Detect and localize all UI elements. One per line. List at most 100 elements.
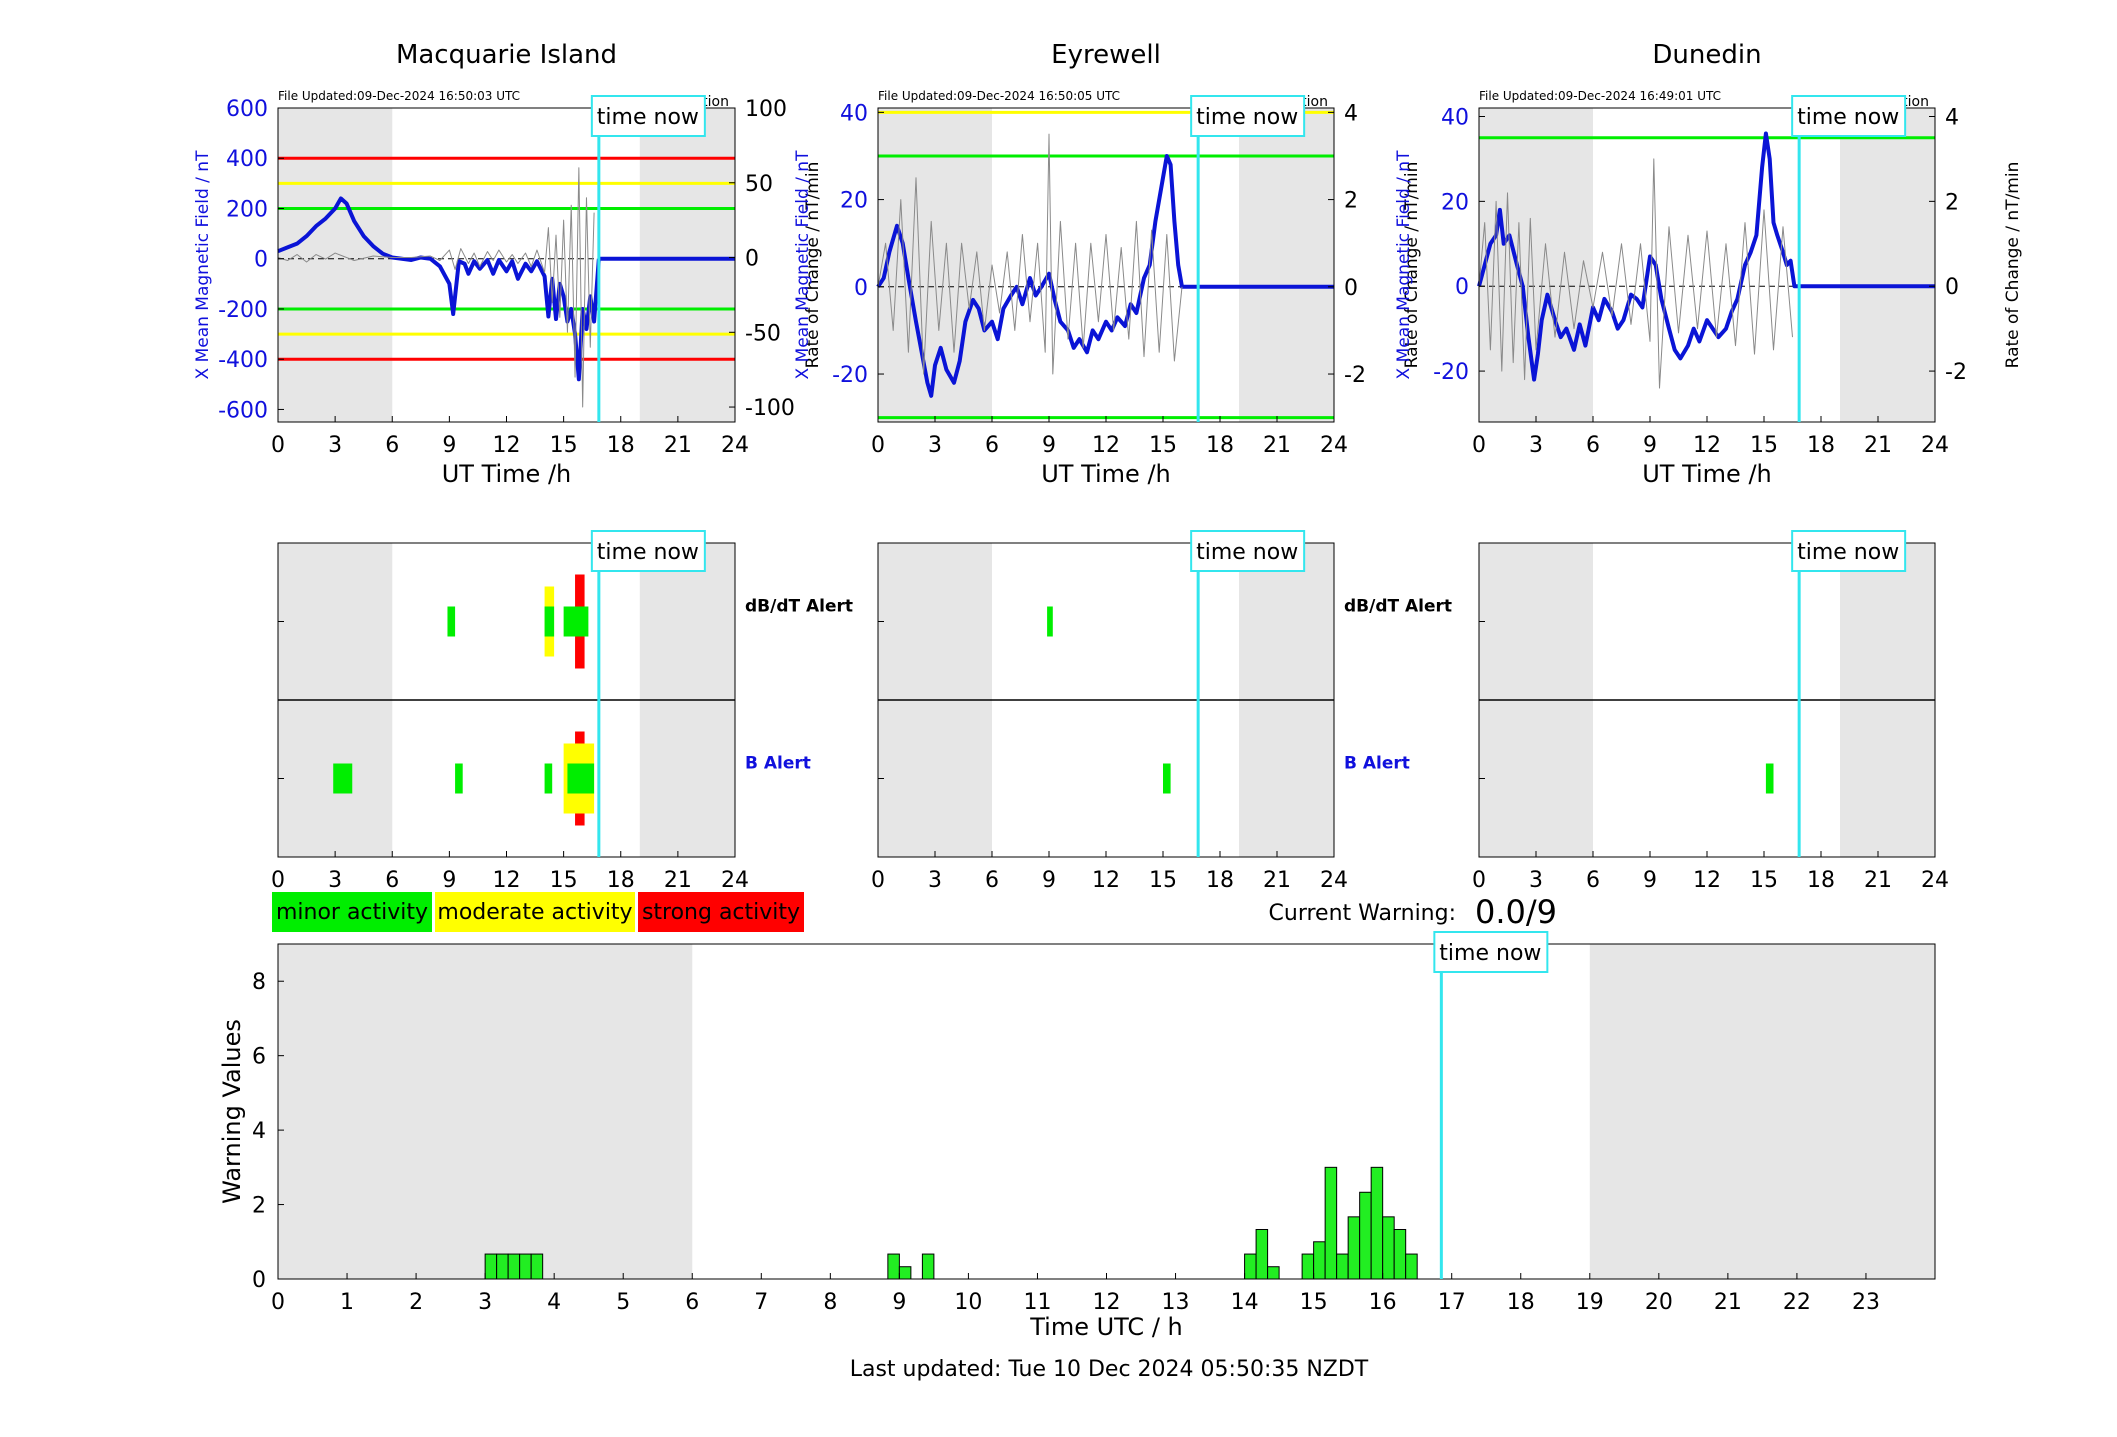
warning-chart-bar (898, 1266, 912, 1280)
warning-chart-ytick-label: 0 (252, 1268, 266, 1293)
warning-chart-xtick-label: 14 (1231, 1290, 1259, 1315)
current-warning-value: 0.0/9 (1475, 893, 1557, 931)
field-panel-1-ylabel: X Mean Magnetic Field / nT (193, 150, 213, 380)
alert-panel-2-xtick-label: 12 (1092, 868, 1120, 893)
alert-panel-3: 0 3 6 9 12 15 18 21 24 time now (1472, 530, 1949, 893)
field-panel-3-field-series-0 (1477, 131, 1800, 382)
field-panel-2-xtick-label: 0 (871, 433, 885, 458)
field-panel-1-xtick-label: 24 (721, 433, 749, 458)
field-panel-2-xtick-label: 21 (1263, 433, 1291, 458)
alert-panel-1-xtick-label: 9 (442, 868, 456, 893)
field-panel-2-field-series-0 (876, 153, 1199, 398)
warning-chart-bar (530, 1253, 544, 1280)
warning-chart-ytick-label: 8 (252, 970, 266, 995)
alert-panel-3-xtick-label: 0 (1472, 868, 1486, 893)
field-panel-1-ytick-right-label: 0 (745, 247, 759, 272)
field-panel-1-ytick-right-label: 100 (745, 97, 787, 122)
field-panel-2-ytick-label: 20 (840, 189, 868, 214)
warning-chart-xtick-label: 10 (954, 1290, 982, 1315)
warning-chart-xtick-label: 11 (1023, 1290, 1051, 1315)
alert-panel-2-dbdt-label: dB/dT Alert (1344, 597, 1452, 617)
field-panel-2-ytick-right-label: 4 (1344, 101, 1358, 126)
warning-chart-bar (1359, 1191, 1372, 1280)
alert-panel-1-xtick-label: 12 (493, 868, 521, 893)
alert-panel-2-xtick-label: 21 (1263, 868, 1291, 893)
field-panel-3-ylabel: X Mean Magnetic Field / nT (1394, 150, 1414, 380)
field-panel-2-ytick-label: 0 (854, 276, 868, 301)
warning-chart-ylabel: Warning Values (218, 1019, 246, 1204)
alert-panel-2-time-now-box (1190, 530, 1306, 572)
field-panel-3-xtick-label: 3 (1529, 433, 1543, 458)
field-panel-1-ytick-label: -600 (218, 398, 268, 423)
alert-panel-1: 0 3 6 9 12 15 18 21 24 dB/dT Alert B Alert time now (271, 530, 853, 893)
legend-minor-label: minor activity (276, 900, 428, 925)
field-panel-1: Macquarie Island-600-400-2000200400600-1… (193, 40, 823, 488)
field-panel-2-time-now-box (1190, 95, 1306, 137)
field-panel-2-rate-series (877, 133, 1183, 375)
alert-panel-1-xtick-label: 18 (607, 868, 635, 893)
warning-chart-xlabel: Time UTC / h (1029, 1313, 1183, 1341)
alert-panel-2-xtick-label: 0 (871, 868, 885, 893)
field-panel-1-xtick-label: 21 (664, 433, 692, 458)
field-panel-2-ytick-label: -20 (832, 363, 868, 388)
alert-panel-3-b-alert-block (1765, 763, 1774, 794)
warning-chart-ytick-label: 4 (252, 1119, 266, 1144)
field-panel-3-xtick-label: 9 (1643, 433, 1657, 458)
alert-panel-3-time-now-label: time now (1797, 540, 1899, 565)
warning-chart-bar (1382, 1216, 1395, 1280)
field-panel-1-time-now-label: time now (597, 105, 699, 130)
warning-chart-xtick-label: 21 (1714, 1290, 1742, 1315)
field-panel-1-title: Macquarie Island (396, 40, 617, 70)
field-panel-1-time-now-box (590, 95, 706, 137)
warning-chart-xtick-label: 3 (478, 1290, 492, 1315)
warning-chart-ytick-label: 2 (252, 1194, 266, 1219)
field-panel-2-file-updated: File Updated:09-Dec-2024 16:50:05 UTC (878, 89, 1120, 103)
field-panel-1-xlabel: UT Time /h (442, 460, 572, 488)
alert-panel-2-xtick-label: 3 (928, 868, 942, 893)
alert-panel-2: 0 3 6 9 12 15 18 21 24 dB/dT Alert B Alert time now (871, 530, 1452, 893)
alert-panel-3-xtick-label: 18 (1807, 868, 1835, 893)
warning-chart-xtick-label: 12 (1093, 1290, 1121, 1315)
warning-chart-bar (887, 1253, 900, 1280)
field-panel-2-xtick-label: 24 (1320, 433, 1348, 458)
warning-chart-bar (1324, 1166, 1338, 1280)
warning-chart-bar (519, 1253, 532, 1280)
field-panel-3-ytick-label: 0 (1455, 275, 1469, 300)
field-panel-1-file-updated: File Updated:09-Dec-2024 16:50:03 UTC (278, 89, 520, 103)
alert-panel-1-b-alert-block (567, 763, 595, 794)
field-panel-1-xtick-label: 6 (385, 433, 399, 458)
warning-chart-xtick-label: 19 (1576, 1290, 1604, 1315)
warning-chart-xtick-label: 0 (271, 1290, 285, 1315)
field-panel-1-xtick-label: 9 (442, 433, 456, 458)
field-panel-2-xtick-label: 15 (1149, 433, 1177, 458)
alert-panel-1-dbdt-alert-block (447, 606, 456, 637)
alert-panel-2-time-now-label: time now (1196, 540, 1298, 565)
warning-chart-bar (507, 1253, 521, 1280)
alert-panel-3-xtick-label: 24 (1921, 868, 1949, 893)
field-panel-3-ytick-label: 40 (1441, 105, 1469, 130)
warning-chart-bar (1347, 1216, 1361, 1280)
alert-panel-2-xtick-label: 6 (985, 868, 999, 893)
alert-panel-1-xtick-label: 15 (550, 868, 578, 893)
field-panel-2-night-shade-1 (1239, 108, 1334, 422)
warning-chart-ytick-label: 6 (252, 1045, 266, 1070)
warning-chart-bar (1313, 1241, 1326, 1280)
field-panel-1-rate-series (277, 167, 595, 408)
alert-panel-1-dbdt-label: dB/dT Alert (745, 597, 853, 617)
alert-panel-2-xtick-label: 18 (1206, 868, 1234, 893)
alert-panel-2-xtick-label: 15 (1149, 868, 1177, 893)
warning-chart-bar (484, 1253, 498, 1280)
field-panel-2-ylabel: X Mean Magnetic Field / nT (793, 150, 813, 380)
field-panel-1-night-shade-1 (639, 108, 735, 422)
field-panel-2-ytick-right-label: 0 (1344, 276, 1358, 301)
alert-panel-1-xtick-label: 3 (328, 868, 342, 893)
warning-chart-bar (1301, 1253, 1315, 1280)
warning-chart-bar (1336, 1253, 1349, 1280)
legend-strong-label: strong activity (642, 900, 800, 925)
warning-chart-xtick-label: 13 (1162, 1290, 1190, 1315)
warning-chart-xtick-label: 6 (685, 1290, 699, 1315)
field-panel-1-ytick-label: -200 (218, 298, 268, 323)
